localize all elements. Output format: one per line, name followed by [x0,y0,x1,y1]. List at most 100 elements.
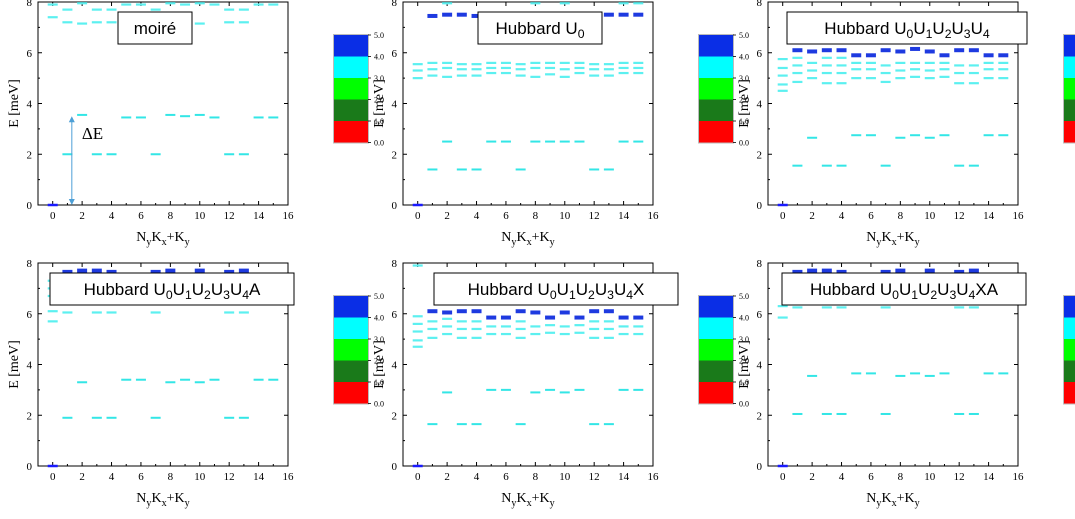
level-low [545,388,556,391]
panel-title: Hubbard U0​U1​U2​U3​U4​XA [810,280,999,302]
y-tick-label: 2 [27,149,33,161]
level-cyan [471,63,482,66]
level-cyan [603,74,614,77]
y-tick-label: 8 [392,258,398,270]
colorbar-segment [1064,56,1075,78]
y-axis-label: E [meV] [7,340,22,389]
level-cyan [500,66,511,70]
level-blue [486,315,497,320]
level-cyan [224,21,235,24]
y-tick-label: 2 [27,410,33,422]
colorbar-segment [334,317,368,339]
y-tick-label: 8 [757,0,763,9]
x-tick-label: 4 [474,210,480,222]
x-tick-label: 12 [224,210,235,222]
level-low [851,134,862,137]
level-cyan [836,82,847,85]
level-blue [500,315,511,320]
level-blue [792,269,803,274]
level-cyan [865,77,876,80]
level-low [618,140,629,143]
level-cyan [851,61,862,64]
level-cyan [194,22,205,25]
level-low [209,378,220,381]
level-cyan [253,3,264,6]
x-tick-label: 6 [503,471,509,483]
level-cyan [515,336,526,339]
colorbar-segment [334,35,368,57]
level-cyan [238,21,249,24]
level-cyan [62,311,73,314]
x-tick-label: 10 [559,210,571,222]
level-cyan [574,61,585,64]
level-ground [777,464,788,468]
level-cyan [515,320,526,323]
y-tick-label: 8 [757,258,763,270]
panel-title-box: Hubbard U0​U1​U2​U3​U4​X [433,272,679,306]
level-cyan [515,327,526,331]
level-low [135,116,146,119]
level-cyan [47,16,58,19]
level-low [603,168,614,171]
level-cyan [77,2,88,5]
colorbar-segment [1064,99,1075,121]
colorbar-segment [1064,360,1075,382]
level-blue [821,268,832,273]
level-cyan [91,21,102,24]
level-cyan [106,21,117,24]
level-cyan [238,311,249,314]
colorbar-segment [699,78,733,100]
x-tick-label: 0 [50,471,56,483]
level-blue [836,48,847,53]
level-low [821,412,832,415]
level-cyan [777,74,788,77]
subplot-2: 0 2 4 6 8 10 12 14 16 0 2 4 6 8 Ny​Kx​+Ky​ E [meV] Hubba… [372,0,749,248]
level-low [91,153,102,156]
level-cyan [150,8,161,11]
level-cyan [412,345,423,348]
level-low [268,378,279,381]
level-cyan [954,82,965,85]
level-blue [603,309,614,314]
level-cyan [106,311,117,314]
level-ground [47,203,58,207]
level-low [486,140,497,143]
level-cyan [442,332,453,336]
level-cyan [792,71,803,75]
level-cyan [821,82,832,85]
level-cyan [427,320,438,323]
level-cyan [456,320,467,323]
level-blue [633,12,644,17]
level-cyan [792,56,803,59]
level-blue [968,48,979,53]
level-cyan [968,64,979,67]
level-low [238,153,249,156]
level-low [121,116,132,119]
level-cyan [589,320,600,323]
x-axis-label: Ny​Kx​+Ky​ [866,230,919,248]
colorbar-segment [1064,35,1075,57]
level-low [954,164,965,167]
level-cyan [633,61,644,64]
level-cyan [486,325,497,328]
x-tick-label: 0 [415,210,421,222]
level-cyan [545,66,556,70]
x-tick-label: 12 [589,471,600,483]
x-tick-label: 16 [1013,471,1025,483]
y-tick-label: 0 [392,200,398,212]
level-low [633,140,644,143]
level-cyan [924,77,935,80]
subplot-3: 0 2 4 6 8 10 12 14 16 0 2 4 6 8 Ny​Kx​+Ky​ E [meV] Hubba… [737,0,1075,248]
colorbar-segment [699,99,733,121]
level-cyan [442,61,453,64]
level-low [545,140,556,143]
level-low [895,136,906,139]
x-axis-label: Ny​Kx​+Ky​ [136,491,189,509]
level-ground [47,464,58,468]
subplot-1: 0 2 4 6 8 10 12 14 16 0 2 4 6 8 Ny​Kx​+Ky​ E [meV] ΔE moi… [7,0,384,248]
level-blue [456,309,467,314]
level-low [865,134,876,137]
level-cyan [589,74,600,77]
level-cyan [777,83,788,86]
colorbar-segment [1064,121,1075,143]
